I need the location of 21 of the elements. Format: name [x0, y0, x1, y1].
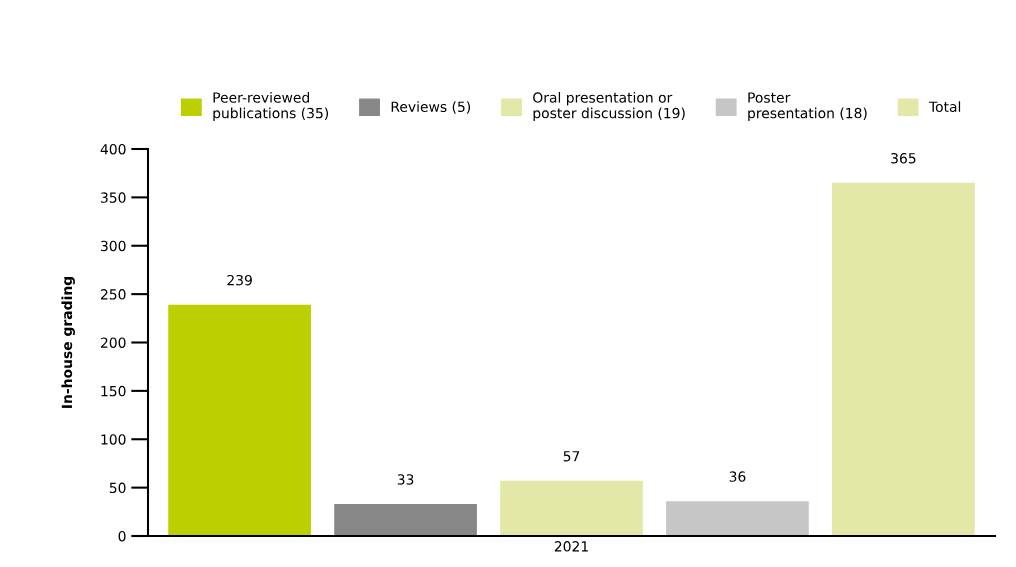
- x-tick-label: 2021: [554, 541, 588, 552]
- data-label: 239: [227, 274, 252, 286]
- y-tick-label: 100: [101, 434, 126, 445]
- legend-label: Total: [928, 101, 961, 112]
- data-label: 365: [891, 153, 916, 164]
- y-tick-label: 0: [118, 530, 126, 542]
- legend-label: Oral presentation or poster discussion (19): [533, 92, 685, 122]
- y-axis-title: In-house grading: [61, 276, 75, 408]
- data-label: 57: [563, 451, 580, 462]
- y-tick-label: 350: [101, 192, 126, 203]
- y-tick-label: 200: [100, 337, 126, 348]
- legend-label: Poster presentation (18): [748, 92, 867, 122]
- y-tick-label: 250: [100, 289, 126, 300]
- legend-label: Peer-reviewed publications (35): [213, 92, 329, 122]
- data-label: 33: [397, 474, 414, 485]
- y-tick-label: 150: [101, 385, 126, 397]
- y-tick-label: 400: [100, 143, 126, 155]
- legend-label: Reviews (5): [391, 101, 471, 114]
- y-tick-label: 300: [101, 240, 126, 252]
- y-tick-label: 50: [109, 482, 126, 494]
- data-label: 36: [729, 471, 746, 482]
